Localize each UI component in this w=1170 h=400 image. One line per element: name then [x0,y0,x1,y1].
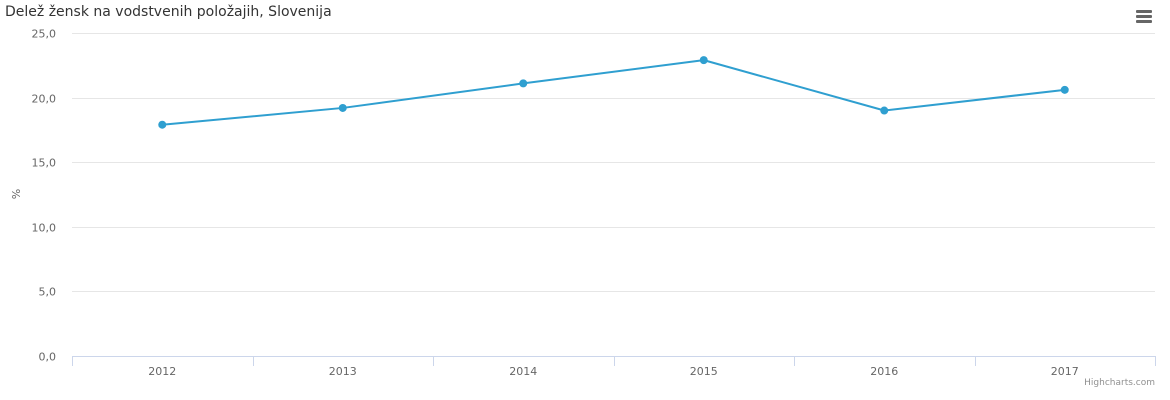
series [158,56,1069,129]
grid-lines [72,33,1155,292]
data-point[interactable] [1060,85,1069,94]
y-axis: % 0,0 5,0 10,0 15,0 20,0 25,0 [10,28,56,364]
data-point[interactable] [519,79,528,88]
x-tick-label: 2014 [509,365,537,378]
y-tick-label: 20,0 [32,93,57,106]
y-tick-label: 25,0 [32,28,57,41]
x-axis: 2012 2013 2014 2015 2016 2017 [72,356,1156,378]
x-tick-label: 2013 [329,365,357,378]
data-point[interactable] [158,120,167,129]
y-axis-title: % [10,189,23,199]
data-point[interactable] [338,103,347,112]
x-tick-label: 2012 [148,365,176,378]
x-tick-label: 2015 [690,365,718,378]
y-tick-label: 15,0 [32,157,57,170]
data-point[interactable] [880,106,889,115]
chart-title: Delež žensk na vodstvenih položajih, Slo… [5,4,332,20]
x-tick-label: 2017 [1051,365,1079,378]
x-tick-label: 2016 [870,365,898,378]
chart-menu-button[interactable] [1131,6,1155,26]
y-tick-label: 10,0 [32,222,57,235]
y-tick-label: 0,0 [39,351,57,364]
series-line [161,59,1066,126]
y-tick-label: 5,0 [39,286,57,299]
data-point[interactable] [699,56,708,65]
credits-link[interactable]: Highcharts.com [1084,378,1155,388]
